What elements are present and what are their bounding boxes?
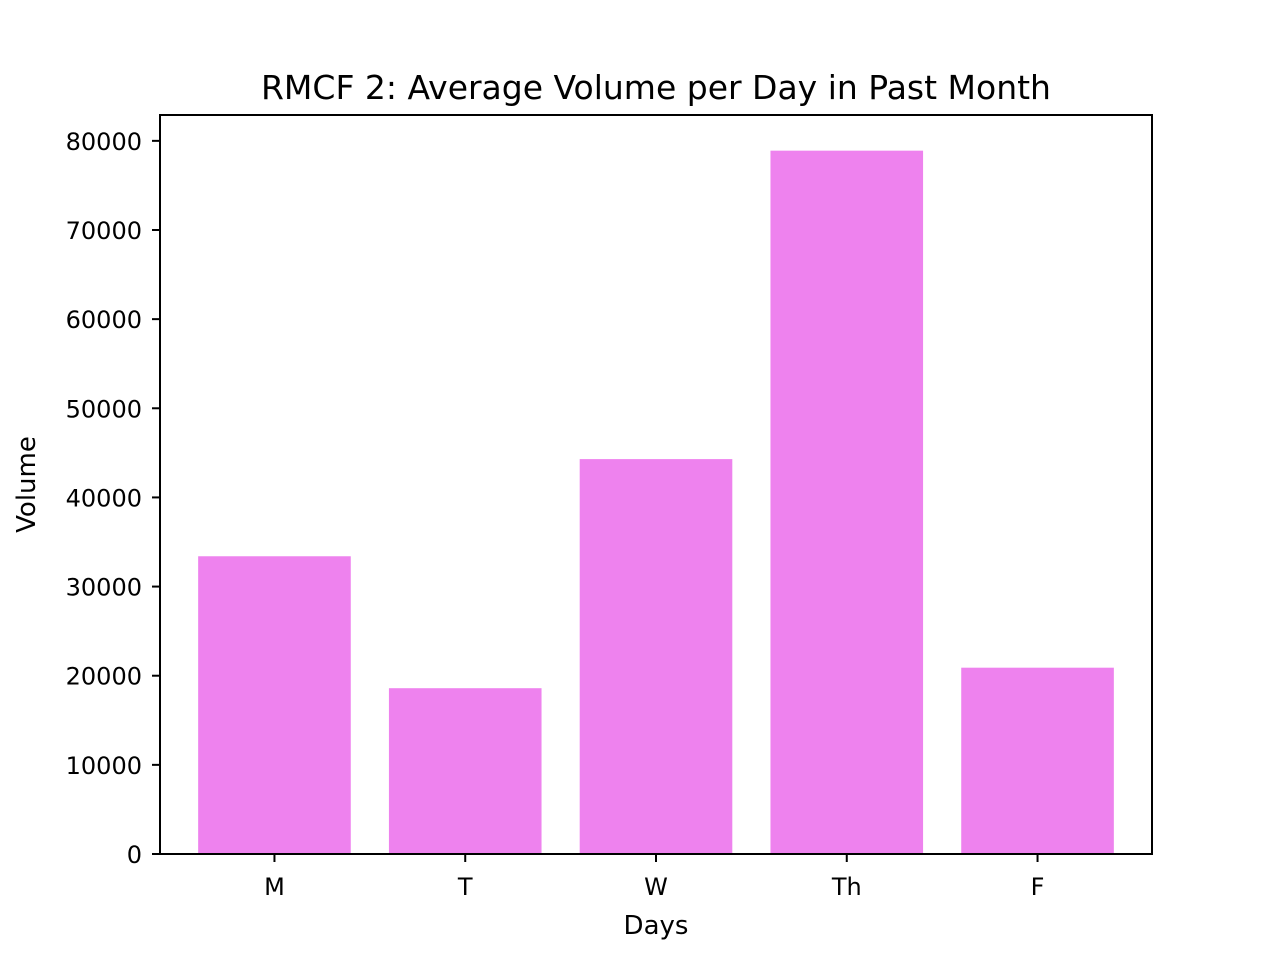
y-axis-label: Volume [12,436,42,533]
y-tick-label: 60000 [66,306,142,334]
y-tick-label: 20000 [66,663,142,691]
bar-th [770,150,924,855]
y-tick-label: 40000 [66,484,142,512]
x-axis-ticks: M T W Th F [264,854,1044,901]
x-tick-label: T [457,873,473,901]
bar-w [579,459,733,854]
y-tick-label: 50000 [66,395,142,423]
y-tick-label: 0 [127,841,142,869]
y-tick-label: 80000 [66,128,142,156]
x-tick-label: F [1031,873,1045,901]
y-tick-label: 30000 [66,574,142,602]
y-tick-label: 10000 [66,752,142,780]
y-tick-label: 70000 [66,217,142,245]
x-tick-label: M [264,873,285,901]
x-tick-label: Th [831,873,862,901]
bar-t [388,688,542,854]
x-tick-label: W [644,873,668,901]
bar-m [198,556,351,854]
bar-f [961,667,1114,854]
plot-frame [159,114,1153,855]
y-axis-ticks: 0 10000 20000 30000 40000 50000 60000 70000 8000… [66,128,160,869]
bars-layer [198,150,1114,855]
x-axis-label: Days [624,911,689,941]
chart-title: RMCF 2: Average Volume per Day in Past M… [261,68,1051,107]
